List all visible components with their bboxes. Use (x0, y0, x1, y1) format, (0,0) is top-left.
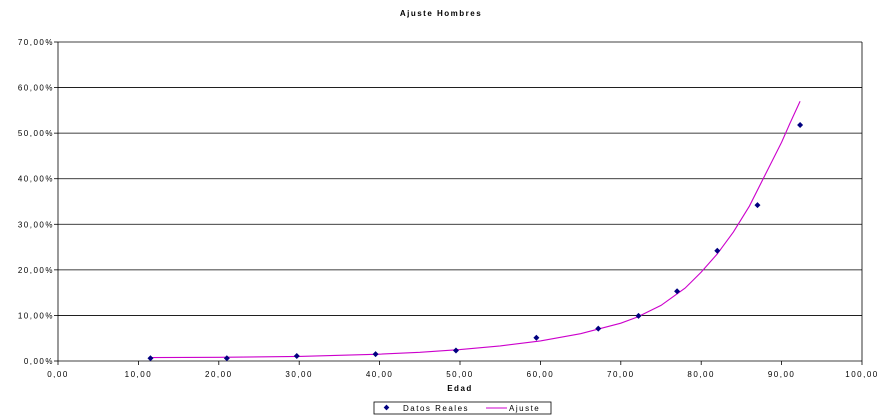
series-datos-reales-point (595, 325, 602, 332)
chart-title: Ajuste Hombres (400, 9, 482, 18)
y-tick-label: 50,00% (18, 129, 54, 138)
y-tick-label: 70,00% (18, 38, 54, 47)
y-tick-label: 40,00% (18, 175, 54, 184)
series-datos-reales-point (293, 352, 300, 359)
series-datos-reales-point (452, 347, 459, 354)
legend-box (373, 401, 552, 415)
legend-marker-datos-reales (383, 404, 390, 411)
plot-area: 0,00% 10,00% 20,00% 30,00% 40,00% 50,00% 60,00… (18, 38, 878, 379)
x-tick-label: 20,00 (205, 370, 233, 379)
x-axis-title: Edad (447, 384, 473, 393)
series-datos-reales-point (797, 121, 804, 128)
y-tick-label: 20,00% (18, 266, 54, 275)
series-datos-reales-point (533, 334, 540, 341)
series-datos-reales-point (635, 312, 642, 319)
x-tick-label: 80,00 (687, 370, 715, 379)
series-ajuste-line (150, 101, 801, 359)
y-tick-label: 60,00% (18, 84, 54, 93)
series-datos-reales-point (754, 202, 761, 209)
x-tick-label: 70,00 (607, 370, 635, 379)
series-datos-reales-point (372, 351, 379, 358)
y-tick-label: 10,00% (18, 311, 54, 320)
x-tick-label: 50,00 (446, 370, 474, 379)
x-tick-label: 10,00 (125, 370, 153, 379)
legend-label-ajuste: Ajuste (509, 404, 540, 413)
x-tick-label: 60,00 (527, 370, 555, 379)
x-tick-label: 0,00 (47, 370, 69, 379)
x-tick-label: 90,00 (768, 370, 796, 379)
x-tick-label: 40,00 (366, 370, 394, 379)
series-datos-reales-point (714, 247, 721, 254)
x-tick-label: 30,00 (285, 370, 313, 379)
series-datos-reales-point (223, 355, 230, 362)
series-datos-reales-point (147, 355, 154, 362)
x-tick-label: 100,00 (845, 370, 878, 379)
legend-label-datos-reales: Datos Reales (403, 404, 469, 413)
y-tick-label: 30,00% (18, 220, 54, 229)
legend: Datos Reales Ajuste (373, 401, 552, 415)
series-datos-reales-point (674, 288, 681, 295)
y-tick-label: 0,00% (24, 357, 54, 366)
